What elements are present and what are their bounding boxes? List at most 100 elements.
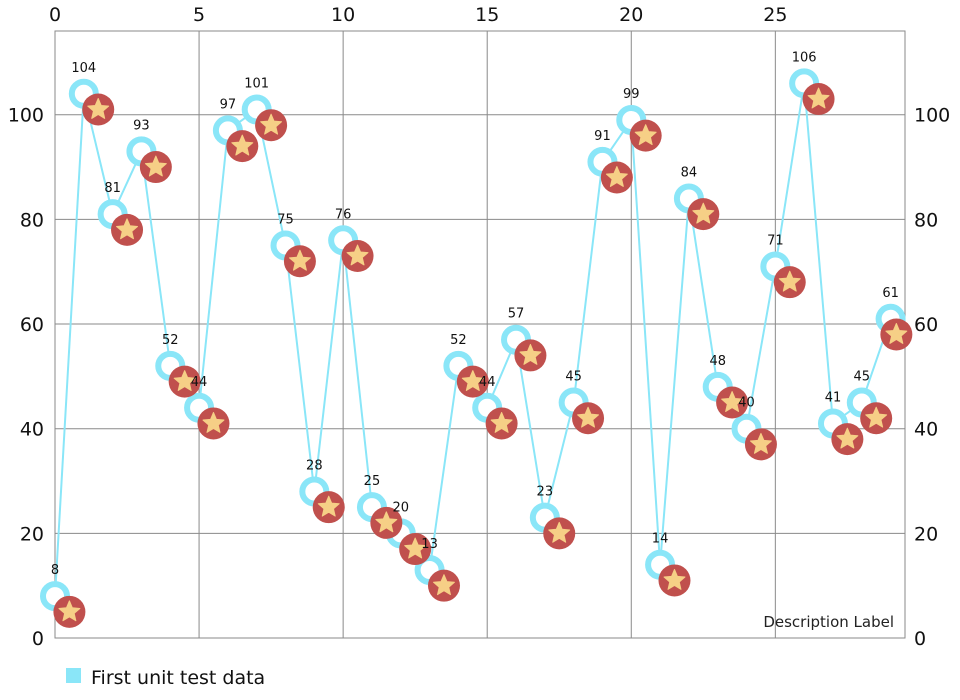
- star-icon: [865, 406, 888, 428]
- star-marker: [572, 402, 605, 435]
- plot-frame: [54, 30, 906, 639]
- data-label: 76: [335, 207, 352, 222]
- star-icon: [288, 249, 311, 271]
- x-tick-label: 5: [193, 4, 205, 26]
- star-marker: [456, 365, 489, 398]
- star-icon: [634, 124, 657, 146]
- star-icon: [885, 323, 908, 344]
- star-marker: [880, 318, 913, 351]
- y-tick-label-right: 0: [914, 628, 926, 650]
- star-icon: [433, 574, 455, 596]
- star-marker: [860, 402, 893, 435]
- y-axis-right-ticks: 0 20 40 60 80 100: [914, 105, 950, 650]
- star-marker: [543, 517, 576, 550]
- star-marker: [744, 428, 777, 461]
- data-label: 44: [191, 375, 208, 390]
- y-tick-label-left: 60: [20, 314, 44, 336]
- data-label: 14: [652, 532, 669, 547]
- star-marker: [53, 595, 86, 628]
- star-icon: [202, 411, 225, 433]
- y-tick-label-left: 40: [20, 419, 44, 441]
- data-label: 75: [277, 213, 294, 228]
- star-icon: [692, 202, 715, 224]
- data-label: 104: [71, 61, 96, 76]
- y-tick-label-right: 80: [914, 209, 938, 231]
- data-label: 61: [882, 286, 899, 301]
- data-label: 48: [709, 354, 726, 369]
- star-icon: [548, 521, 571, 543]
- star-icon: [404, 537, 427, 559]
- data-label: 44: [479, 375, 496, 390]
- data-label: 41: [825, 390, 842, 405]
- star-icon: [144, 155, 167, 177]
- data-label: 99: [623, 87, 640, 102]
- star-icon: [577, 406, 600, 428]
- data-label: 20: [392, 500, 409, 515]
- star-marker: [514, 339, 547, 372]
- star-icon: [519, 343, 542, 365]
- star-marker: [773, 266, 806, 299]
- y-axis-left-ticks: 0 20 40 60 80 100: [8, 105, 44, 650]
- y-tick-label-left: 0: [32, 628, 44, 650]
- star-icon: [461, 370, 484, 391]
- data-label: 52: [162, 333, 179, 348]
- legend-label: First unit test data: [91, 667, 265, 689]
- star-marker: [226, 130, 259, 163]
- star-marker: [111, 213, 144, 246]
- data-label: 25: [364, 474, 381, 489]
- star-icon: [346, 244, 369, 266]
- data-label: 91: [594, 129, 611, 144]
- data-label: 52: [450, 333, 467, 348]
- data-label: 45: [854, 370, 871, 385]
- star-marker: [341, 240, 374, 273]
- star-icon: [605, 166, 628, 187]
- data-label: 97: [220, 97, 237, 112]
- x-tick-label: 10: [331, 4, 355, 26]
- star-marker: [168, 365, 201, 398]
- y-tick-label-left: 80: [20, 209, 44, 231]
- y-tick-label-left: 20: [20, 523, 44, 545]
- legend: First unit test data: [66, 667, 265, 689]
- star-marker: [687, 198, 720, 231]
- y-tick-label-right: 100: [914, 105, 950, 127]
- star-icon: [778, 270, 801, 292]
- x-tick-label: 0: [49, 4, 61, 26]
- description-label: Description Label: [763, 613, 894, 631]
- star-marker: [485, 407, 518, 440]
- x-tick-label: 15: [475, 4, 499, 26]
- x-tick-label: 25: [763, 4, 787, 26]
- data-label: 40: [738, 396, 755, 411]
- data-label: 93: [133, 118, 150, 133]
- data-label: 57: [508, 307, 525, 322]
- star-marker: [629, 119, 662, 152]
- star-icon: [721, 391, 744, 412]
- data-label: 81: [104, 181, 121, 196]
- data-label: 23: [537, 485, 554, 500]
- star-icon: [173, 370, 196, 391]
- legend-swatch: [66, 668, 81, 683]
- data-label: 71: [767, 233, 784, 248]
- star-icon: [116, 218, 138, 240]
- data-label: 8: [51, 563, 59, 578]
- star-marker: [197, 407, 230, 440]
- star-marker: [427, 569, 460, 602]
- star-icon: [231, 134, 254, 156]
- star-marker: [399, 533, 432, 566]
- star-marker: [139, 151, 172, 184]
- star-marker: [82, 93, 115, 126]
- star-icon: [87, 97, 110, 119]
- star-marker: [600, 161, 633, 194]
- y-tick-label-left: 100: [8, 105, 44, 127]
- star-icon: [749, 432, 772, 454]
- star-marker: [283, 245, 316, 278]
- data-label: 13: [421, 537, 438, 552]
- star-marker: [370, 506, 403, 539]
- data-label: 106: [792, 50, 817, 65]
- grid: [54, 30, 906, 639]
- star-marker: [658, 564, 691, 597]
- x-axis-ticks: 0 5 10 15 20 25: [49, 4, 787, 26]
- star-icon: [663, 568, 686, 590]
- star-icon: [317, 495, 340, 517]
- star-marker: [255, 109, 288, 142]
